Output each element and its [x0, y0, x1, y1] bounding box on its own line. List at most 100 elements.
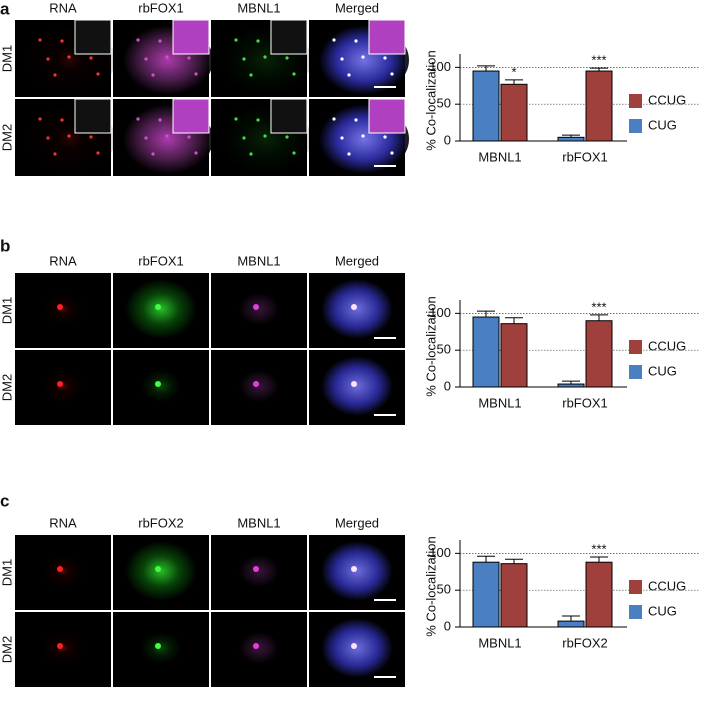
foci	[194, 72, 198, 76]
bar	[472, 70, 500, 142]
bar	[585, 70, 613, 142]
foci	[249, 73, 253, 77]
foci	[67, 134, 71, 138]
foci	[285, 135, 289, 139]
foci	[234, 38, 238, 42]
foci	[340, 57, 344, 61]
cell	[43, 293, 83, 325]
legend-label: CCUG	[648, 338, 686, 353]
cell	[321, 356, 393, 416]
foci	[347, 152, 351, 156]
column-header: MBNL1	[237, 515, 280, 530]
foci	[194, 151, 198, 155]
foci	[38, 38, 42, 42]
foci	[158, 118, 162, 122]
foci	[187, 135, 191, 139]
foci	[89, 135, 93, 139]
foci	[144, 57, 148, 61]
foci	[136, 117, 140, 121]
foci	[263, 55, 267, 59]
column-header: RNA	[49, 0, 77, 15]
foci	[158, 39, 162, 43]
foci	[60, 118, 64, 122]
foci	[96, 72, 100, 76]
panel-label: a	[0, 0, 10, 18]
panel-label: c	[0, 491, 9, 510]
x-tick-label: MBNL1	[478, 149, 521, 164]
error-bar	[562, 134, 580, 138]
bar	[557, 383, 585, 388]
foci	[144, 136, 148, 140]
error-bar	[477, 555, 495, 563]
column-header: Merged	[335, 515, 379, 530]
foci	[383, 56, 387, 60]
column-header: RNA	[49, 515, 77, 530]
bar	[557, 136, 585, 142]
legend-label: CUG	[648, 603, 677, 618]
foci	[292, 72, 296, 76]
bar	[500, 83, 528, 142]
foci	[332, 38, 336, 42]
row-label: DM1	[0, 45, 14, 72]
foci	[46, 57, 50, 61]
y-tick-label: 0	[444, 378, 451, 393]
foci	[351, 304, 357, 310]
foci	[155, 643, 161, 649]
foci	[351, 643, 357, 649]
y-tick-label: 50	[437, 342, 451, 357]
foci	[136, 38, 140, 42]
foci	[96, 151, 100, 155]
cell	[125, 279, 197, 339]
foci	[53, 73, 57, 77]
inset	[270, 98, 308, 134]
x-tick-label: rbFOX2	[562, 635, 608, 650]
foci	[285, 56, 289, 60]
y-tick-label: 100	[429, 305, 451, 320]
cell	[239, 293, 279, 325]
column-header: rbFOX1	[138, 253, 184, 268]
foci	[242, 136, 246, 140]
bar	[472, 561, 500, 628]
cell	[321, 618, 393, 678]
foci	[256, 118, 260, 122]
foci	[292, 151, 296, 155]
foci	[67, 55, 71, 59]
bar	[557, 620, 585, 628]
legend-swatch	[629, 365, 642, 379]
significance: *	[511, 64, 516, 79]
foci	[46, 136, 50, 140]
foci	[347, 73, 351, 77]
cell	[141, 370, 181, 402]
legend-label: CUG	[648, 363, 677, 378]
row-label: DM1	[0, 559, 14, 586]
bar	[500, 563, 528, 628]
row-label: DM2	[0, 124, 14, 151]
x-tick-label: MBNL1	[478, 635, 521, 650]
panel-label: b	[0, 236, 10, 255]
inset	[74, 19, 112, 55]
cell	[43, 632, 83, 664]
column-header: Merged	[335, 253, 379, 268]
cell	[43, 370, 83, 402]
row-label: DM2	[0, 636, 14, 663]
column-header: rbFOX1	[138, 0, 184, 15]
inset	[74, 98, 112, 134]
foci	[57, 381, 63, 387]
error-bar	[590, 67, 608, 72]
y-axis-label: % Co-localization	[423, 296, 438, 396]
foci	[234, 117, 238, 121]
foci	[256, 39, 260, 43]
row-label: DM2	[0, 374, 14, 401]
foci	[253, 643, 259, 649]
foci	[151, 73, 155, 77]
foci	[155, 566, 161, 572]
foci	[60, 39, 64, 43]
foci	[89, 56, 93, 60]
cell	[321, 279, 393, 339]
y-tick-label: 100	[429, 59, 451, 74]
inset	[270, 19, 308, 55]
y-tick-label: 0	[444, 132, 451, 147]
column-header: MBNL1	[237, 253, 280, 268]
error-bar	[505, 317, 523, 324]
